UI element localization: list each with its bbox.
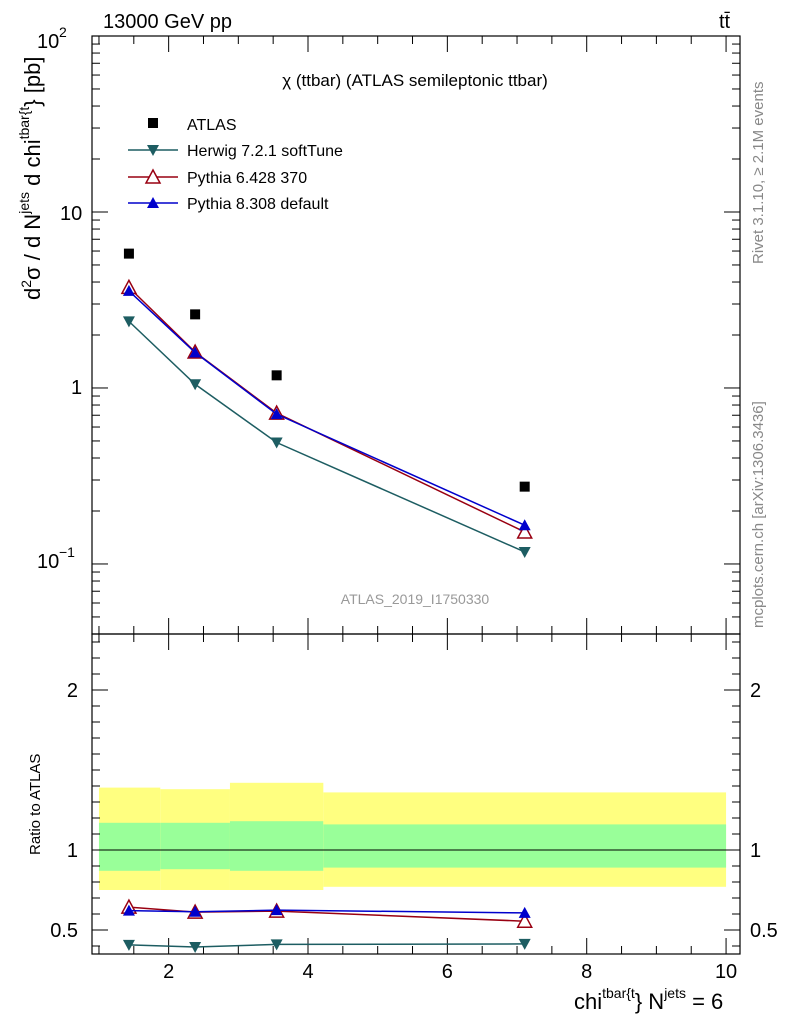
ratio-point-herwig-7-2-1-softtune bbox=[518, 938, 531, 950]
series-herwig-7-2-1-softtune bbox=[122, 316, 531, 558]
data-point-atlas bbox=[123, 248, 134, 259]
series-line-herwig-7-2-1-softtune bbox=[128, 320, 525, 553]
ratio-line-pythia-8-308-default bbox=[128, 909, 525, 914]
ratio-ytick-label-left: 0.5 bbox=[50, 920, 78, 942]
ratio-y-ticks: 0.5 0.5 1 1 2 2 bbox=[50, 641, 778, 947]
legend-label-pythia6: Pythia 6.428 370 bbox=[187, 170, 307, 187]
header-energy-label: 13000 GeV pp bbox=[103, 11, 232, 33]
data-point-pythia-8-308-default bbox=[122, 284, 135, 296]
ratio-panel: 0.5 0.5 1 1 2 2 2 4 6 8 10 Ratio to ATLAS chitbar… bbox=[27, 633, 778, 1014]
ratio-point-pythia-6-428-370 bbox=[516, 912, 533, 928]
legend-entry-pythia6: Pythia 6.428 370 bbox=[128, 168, 307, 187]
ytick-label-10: 10 bbox=[60, 203, 82, 225]
ratio-point-pythia-8-308-default bbox=[518, 906, 531, 918]
data-point-pythia-8-308-default bbox=[189, 346, 202, 358]
plot-title: χ (ttbar) (ATLAS semileptonic ttbar) bbox=[282, 71, 548, 90]
data-point-pythia-8-308-default bbox=[518, 519, 531, 531]
legend: ATLAS Herwig 7.2.1 softTune Pythia 6.428… bbox=[128, 117, 343, 213]
ratio-point-pythia-8-308-default bbox=[189, 905, 202, 917]
series-pythia-6-428-370 bbox=[120, 278, 533, 539]
legend-entry-pythia8: Pythia 8.308 default bbox=[128, 196, 329, 213]
rivet-version-label: Rivet 3.1.10, ≥ 2.1M events bbox=[750, 82, 767, 265]
ytick-label-1: 1 bbox=[71, 377, 82, 399]
data-point-herwig-7-2-1-softtune bbox=[122, 316, 135, 328]
ratio-y-axis-title: Ratio to ATLAS bbox=[27, 754, 44, 855]
main-data-series bbox=[120, 248, 533, 558]
legend-label-pythia8: Pythia 8.308 default bbox=[187, 196, 329, 213]
series-pythia-8-308-default bbox=[122, 284, 531, 531]
ratio-ytick-label-left: 2 bbox=[67, 680, 78, 702]
ratio-point-herwig-7-2-1-softtune bbox=[270, 939, 283, 951]
ratio-ytick-label-left: 1 bbox=[67, 840, 78, 862]
ytick-label-0.1-base: 10 bbox=[37, 551, 59, 573]
ratio-uncertainty-bands bbox=[98, 782, 727, 890]
xtick-label: 6 bbox=[442, 961, 453, 983]
ratio-point-pythia-8-308-default bbox=[122, 904, 135, 916]
x-axis-title: chitbar{t} Njets = 6 bbox=[574, 985, 723, 1014]
legend-marker-pythia6 bbox=[144, 168, 162, 184]
main-x-ticks bbox=[98, 36, 727, 634]
main-y-axis-title: d2σ / d Njets d chitbar{t} [pb] bbox=[16, 57, 45, 300]
ratio-point-herwig-7-2-1-softtune bbox=[189, 941, 202, 953]
series-line-pythia-8-308-default bbox=[128, 290, 526, 526]
ratio-point-herwig-7-2-1-softtune bbox=[122, 939, 135, 951]
ratio-plot-frame bbox=[91, 633, 741, 955]
inner-band-bin-2 bbox=[160, 822, 230, 870]
ratio-line-herwig-7-2-1-softtune bbox=[128, 943, 525, 948]
ytick-label-100-base: 10 bbox=[37, 31, 59, 53]
ratio-data-series bbox=[120, 898, 533, 953]
ratio-ytick-label-right: 1 bbox=[750, 840, 761, 862]
main-ytick-100: 10 2 bbox=[37, 24, 67, 53]
legend-marker-pythia8 bbox=[147, 197, 159, 208]
header-process-label: tt̄ bbox=[719, 11, 731, 33]
ratio-point-pythia-8-308-default bbox=[270, 904, 283, 916]
legend-marker-atlas bbox=[148, 118, 158, 128]
main-ytick-0.1: 10 −1 bbox=[37, 544, 75, 573]
ratio-ytick-label-right: 2 bbox=[750, 680, 761, 702]
data-point-pythia-6-428-370 bbox=[516, 523, 533, 539]
data-point-herwig-7-2-1-softtune bbox=[270, 437, 283, 449]
ratio-x-ticks: 2 4 6 8 10 bbox=[98, 634, 737, 983]
legend-label-atlas: ATLAS bbox=[187, 117, 237, 134]
legend-entry-herwig: Herwig 7.2.1 softTune bbox=[128, 143, 343, 160]
ytick-label-100-exp: 2 bbox=[59, 24, 67, 40]
data-point-atlas bbox=[190, 309, 201, 320]
inner-band-bin-4 bbox=[323, 824, 727, 868]
series-atlas bbox=[123, 248, 530, 492]
data-point-atlas bbox=[271, 370, 282, 381]
data-point-atlas bbox=[519, 481, 530, 492]
legend-entry-atlas: ATLAS bbox=[148, 117, 237, 134]
main-panel: 10 2 10 1 10 −1 d2σ / d Njets d chitbar{… bbox=[16, 24, 741, 635]
data-point-herwig-7-2-1-softtune bbox=[189, 379, 202, 391]
xtick-label: 8 bbox=[581, 961, 592, 983]
inner-band-bin-1 bbox=[98, 822, 161, 871]
ratio-ytick-label-right: 0.5 bbox=[750, 920, 778, 942]
x-axis-title-text: chitbar{t} Njets = 6 bbox=[574, 985, 723, 1014]
xtick-label: 2 bbox=[163, 961, 174, 983]
ratio-series-herwig-7-2-1-softtune bbox=[122, 938, 531, 953]
inner-band-bin-3 bbox=[229, 821, 324, 871]
main-y-ticks bbox=[92, 35, 740, 635]
legend-marker-herwig bbox=[147, 145, 159, 156]
xtick-label: 4 bbox=[302, 961, 313, 983]
mcplots-label: mcplots.cern.ch [arXiv:1306.3436] bbox=[750, 401, 767, 628]
legend-label-herwig: Herwig 7.2.1 softTune bbox=[187, 143, 343, 160]
xtick-label: 10 bbox=[715, 961, 737, 983]
series-line-pythia-6-428-370 bbox=[128, 286, 526, 533]
ytick-label-0.1-exp: −1 bbox=[59, 544, 75, 560]
ratio-series-pythia-6-428-370 bbox=[120, 898, 533, 928]
ratio-series-pythia-8-308-default bbox=[122, 904, 531, 918]
analysis-watermark: ATLAS_2019_I1750330 bbox=[341, 591, 490, 607]
ratio-line-pythia-6-428-370 bbox=[128, 906, 525, 922]
data-point-herwig-7-2-1-softtune bbox=[518, 546, 531, 558]
data-point-pythia-8-308-default bbox=[270, 408, 283, 420]
